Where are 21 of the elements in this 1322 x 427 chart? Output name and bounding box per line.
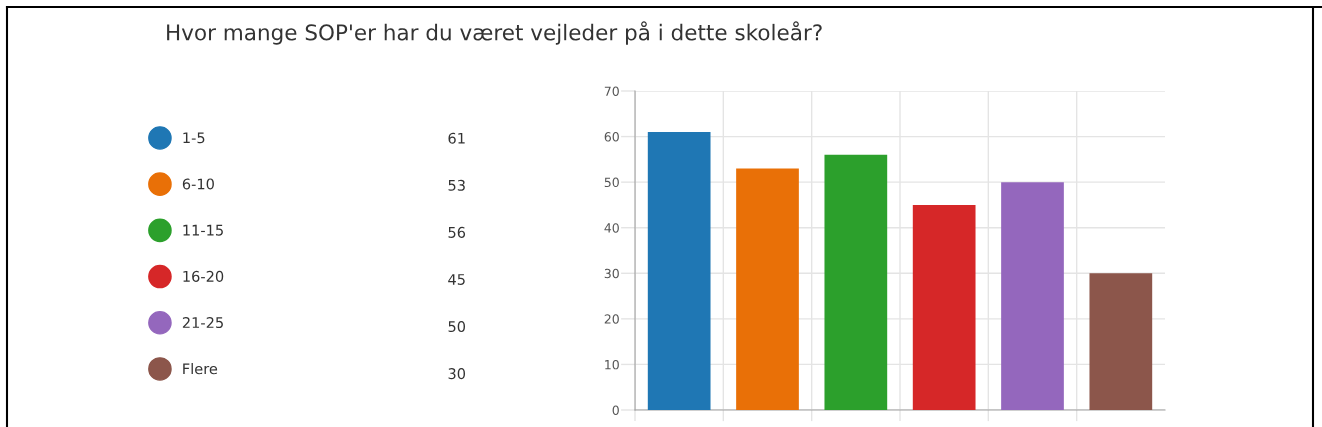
y-tick-label: 0 xyxy=(612,405,619,415)
y-tick-label: 60 xyxy=(604,132,619,142)
legend-label: 6-10 xyxy=(182,178,214,190)
text: 61 xyxy=(448,132,465,144)
legend-label: 1-5 xyxy=(183,132,205,144)
legend-label: 16-20 xyxy=(183,270,224,282)
legend-label: 21-25 xyxy=(182,317,223,329)
text: 50 xyxy=(448,321,466,333)
y-tick-label: 70 xyxy=(604,86,619,96)
text: 30 xyxy=(448,368,466,380)
y-tick-label: 50 xyxy=(604,177,619,188)
legend-label: 11-15 xyxy=(183,224,223,236)
text: 45 xyxy=(448,274,465,285)
chart-title: Hvor mange SOP'er har du været vejleder på i dette skoleår? xyxy=(167,21,822,45)
legend-label: Flere xyxy=(183,362,218,375)
y-tick-label: 40 xyxy=(604,223,619,233)
text: 53 xyxy=(448,179,465,191)
y-tick-label: 10 xyxy=(605,359,619,370)
y-tick-label: 30 xyxy=(604,268,619,279)
y-tick-label: 20 xyxy=(604,314,619,324)
text: 56 xyxy=(448,226,466,238)
